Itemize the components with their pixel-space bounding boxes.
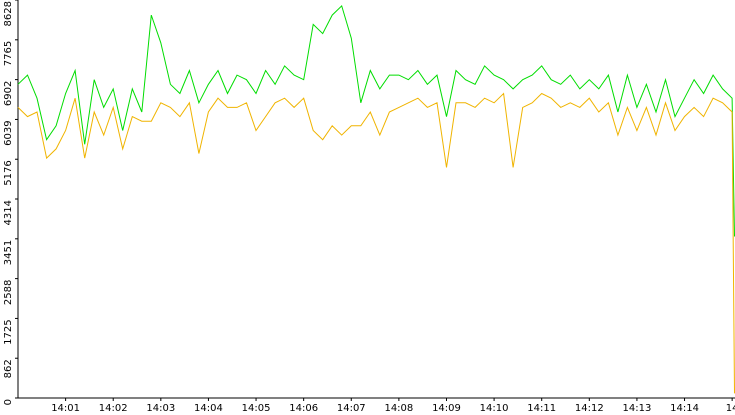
y-tick-label: 7765: [3, 41, 14, 66]
y-tick-label: 4314: [3, 200, 14, 225]
y-tick-label: 8628: [3, 1, 14, 26]
x-tick-label: 14:08: [384, 403, 413, 414]
y-tick-label: 6902: [3, 81, 14, 106]
x-tick-label: 14:09: [432, 403, 461, 414]
x-tick-label: 14:14: [670, 403, 699, 414]
x-tick-label: 14:01: [51, 403, 80, 414]
series-line: [17, 4, 735, 237]
y-tick-label: 2588: [3, 280, 14, 305]
y-tick-label: 3451: [3, 240, 14, 265]
x-tick-label: 14:03: [146, 403, 175, 414]
x-tick-label: 14:07: [337, 403, 366, 414]
y-tick-label: 6039: [3, 120, 14, 145]
x-tick-label: 14:12: [575, 403, 604, 414]
y-tick-label: 1725: [3, 319, 14, 344]
x-tick-label: 14:04: [194, 403, 223, 414]
y-tick-label: 0: [3, 399, 14, 405]
x-tick-label: 14:05: [242, 403, 271, 414]
y-tick-label: 862: [3, 359, 14, 378]
series-line: [17, 92, 735, 394]
x-tick-label: 14:11: [527, 403, 556, 414]
x-tick-label: 14:02: [99, 403, 128, 414]
x-tick-label: 14:10: [480, 403, 509, 414]
y-tick-label: 5176: [3, 160, 14, 185]
x-tick-label: 14:06: [289, 403, 318, 414]
x-tick-label: 14: [726, 403, 735, 414]
x-tick-label: 14:13: [623, 403, 652, 414]
